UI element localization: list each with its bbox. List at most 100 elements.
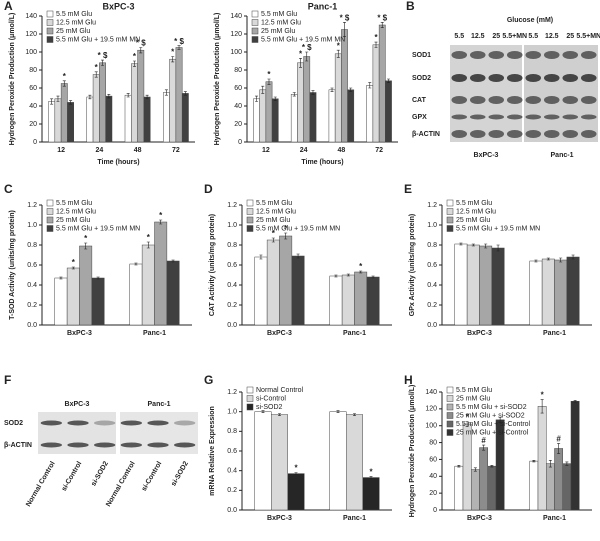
y-tick-label: 40 — [29, 103, 37, 110]
bar — [303, 56, 311, 143]
error-bar — [284, 232, 288, 240]
lane-label: Normal Control — [105, 460, 137, 508]
y-tick-label: 1.0 — [427, 222, 437, 229]
blot-band — [174, 442, 196, 448]
blot-band — [525, 96, 542, 104]
y-tick-label: 1.2 — [227, 389, 237, 396]
legend-label: 5.5 mM Glu — [456, 200, 492, 207]
legend-label: 25 mM Glu + si-Control — [456, 429, 529, 436]
significance-marker: * — [294, 464, 298, 473]
bar — [529, 460, 539, 511]
legend-swatch — [246, 403, 254, 411]
error-bar — [346, 273, 350, 277]
significance-marker: * — [72, 258, 76, 267]
error-bar — [278, 413, 281, 416]
significance-marker: * — [284, 224, 288, 233]
blot-band — [562, 130, 579, 138]
error-bar — [71, 266, 75, 270]
blot-band — [488, 130, 505, 138]
blot-band — [580, 96, 597, 104]
y-axis-label: mRNA Relative Expression — [209, 406, 216, 496]
legend-swatch — [246, 395, 254, 402]
blot-band — [580, 114, 597, 120]
legend-swatch — [446, 403, 454, 411]
error-bar — [171, 259, 175, 263]
y-tick-label: 0.6 — [227, 262, 237, 269]
y-axis-label: T-SOD Activity (units/mg protein) — [9, 210, 16, 320]
bar — [462, 423, 472, 511]
error-bar — [305, 51, 309, 62]
x-tick-label: Panc-1 — [543, 330, 566, 337]
lane-label: 25 — [492, 33, 500, 40]
y-tick-label: 0.2 — [227, 487, 237, 494]
error-bar — [126, 93, 130, 98]
legend-swatch — [446, 395, 454, 402]
cell-label: BxPC-3 — [474, 152, 499, 159]
legend-label: 5.5 mM Glu — [261, 11, 297, 18]
blot-band — [174, 420, 196, 426]
legend-swatch — [446, 208, 454, 215]
x-tick-label: 24 — [300, 147, 308, 154]
error-bar — [146, 241, 150, 249]
bar — [54, 98, 62, 143]
legend-label: 5.5 mM Glu + si-Control — [456, 421, 531, 428]
error-bar — [534, 259, 538, 263]
legend-label: 25 mM Glu — [261, 28, 295, 35]
error-bar — [540, 399, 544, 414]
bar — [341, 29, 348, 143]
blot-band — [562, 51, 579, 59]
significance-marker: * — [84, 234, 88, 243]
blot-band — [562, 96, 579, 104]
legend-label: 5.5 mM Glu + si-SOD2 — [456, 404, 527, 411]
error-bar — [132, 60, 136, 67]
y-tick-label: 1.0 — [227, 222, 237, 229]
error-bar — [349, 87, 353, 92]
y-tick-label: 0.8 — [27, 242, 37, 249]
legend-label: 5.5 mM Glu — [56, 11, 92, 18]
error-bar — [380, 22, 384, 28]
error-bar — [296, 253, 300, 259]
legend-swatch — [46, 36, 54, 43]
legend-label: 5.5 mM Glu + 19.5 mM MN — [56, 225, 140, 232]
y-tick-label: 0.8 — [227, 428, 237, 435]
legend-label: 5.5 mM Glu — [56, 200, 92, 207]
legend-label: 12.5 mM Glu — [56, 208, 96, 215]
error-bar — [59, 276, 63, 280]
error-bar — [336, 410, 340, 413]
bar — [341, 274, 355, 326]
bar — [541, 258, 555, 326]
y-tick-label: 100 — [230, 49, 242, 56]
blot-membrane — [120, 412, 198, 454]
error-bar — [88, 94, 92, 100]
blot-band — [525, 51, 542, 59]
error-bar — [336, 49, 340, 58]
error-bar — [292, 92, 296, 97]
legend-label: Normal Control — [256, 387, 304, 394]
legend-label: 5.5 mM Glu + 19.5 mM MN — [56, 36, 140, 43]
error-bar — [96, 276, 100, 280]
legend-swatch — [251, 19, 259, 26]
panel-letter: C — [4, 182, 13, 196]
bar — [92, 74, 100, 143]
row-label: GPX — [412, 114, 427, 121]
bar — [372, 44, 380, 143]
bar — [79, 245, 93, 326]
error-bar — [261, 410, 265, 413]
y-tick-label: 0.2 — [27, 302, 37, 309]
bar — [67, 102, 74, 143]
error-bar — [183, 91, 187, 96]
error-bar — [498, 416, 502, 423]
significance-marker: * $ — [98, 51, 108, 60]
legend-label: 5.5 mM Glu + 19.5 mM MN — [256, 225, 340, 232]
blot-band — [562, 74, 579, 82]
bar — [346, 414, 363, 511]
bar — [546, 463, 555, 511]
significance-marker: * — [466, 413, 470, 422]
blot-band — [543, 114, 560, 120]
blot-band — [469, 51, 486, 59]
bar — [163, 92, 170, 143]
y-axis-label: GPx Activity (units/mg protein) — [409, 214, 416, 316]
error-bar — [548, 459, 552, 468]
legend-swatch — [251, 36, 259, 43]
significance-marker: # — [556, 435, 561, 444]
